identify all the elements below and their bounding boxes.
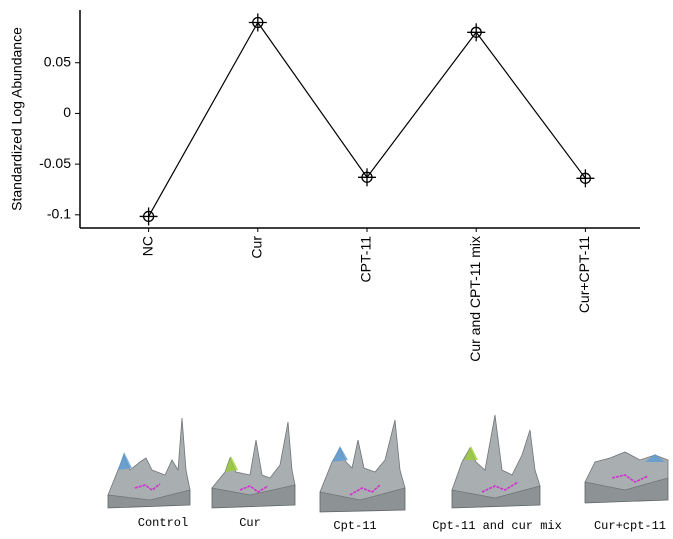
x-tick-label: Cur+CPT-11 xyxy=(576,236,592,313)
y-tick-label: 0 xyxy=(63,104,71,120)
peak-highlight xyxy=(332,446,348,462)
marker xyxy=(358,168,376,187)
marker xyxy=(576,169,595,188)
surface-control: Control xyxy=(107,417,191,530)
marker xyxy=(248,13,267,32)
x-tick-label: CPT-11 xyxy=(358,236,374,283)
caption: Cur xyxy=(239,516,261,530)
data-line xyxy=(148,21,586,217)
peak-highlight xyxy=(225,456,238,472)
surface-cur: Cur xyxy=(211,421,296,530)
peak-highlight xyxy=(645,454,665,462)
surface-cpt11: Cpt-11 xyxy=(319,419,406,533)
y-tick-label: -0.1 xyxy=(47,206,71,222)
x-tick-label: NC xyxy=(139,236,155,256)
x-tick-label: Cur xyxy=(249,236,265,259)
marker xyxy=(139,207,158,226)
surface-cur-cpt11: Cur+cpt-11 xyxy=(584,451,669,533)
surface-mix: Cpt-11 and cur mix xyxy=(432,414,562,533)
y-tick-label: 0.05 xyxy=(44,53,71,69)
y-axis-label: Standardized Log Abundance xyxy=(9,27,25,211)
marker xyxy=(467,23,486,42)
caption: Control xyxy=(138,516,188,530)
caption: Cur+cpt-11 xyxy=(594,519,666,533)
caption: Cpt-11 and cur mix xyxy=(432,519,562,533)
peak-highlight xyxy=(118,452,132,470)
caption: Cpt-11 xyxy=(333,519,376,533)
y-tick-label: -0.05 xyxy=(39,155,71,171)
x-tick-label: Cur and CPT-11 mix xyxy=(467,236,483,362)
peak-highlight xyxy=(464,446,478,460)
